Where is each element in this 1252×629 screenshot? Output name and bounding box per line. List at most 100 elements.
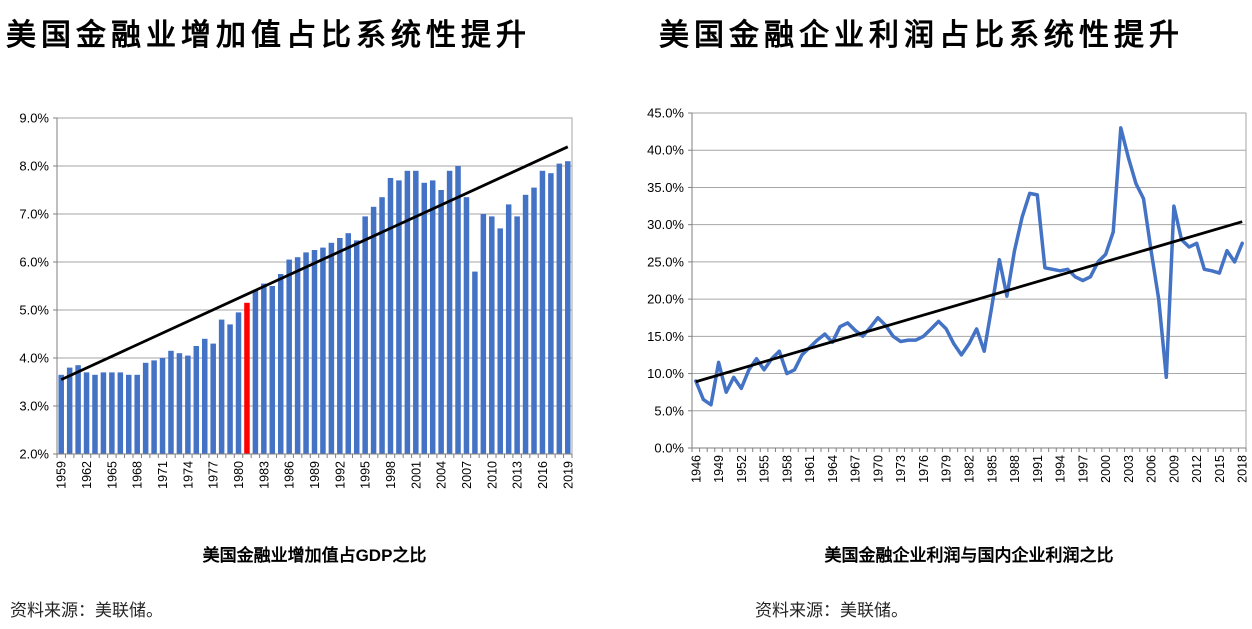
us-finance-value-added-share-of-gdp-bar — [134, 374, 140, 454]
us-finance-value-added-share-of-gdp-xtick-label: 2013 — [511, 461, 525, 489]
us-financial-profits-to-domestic-profits-ratio-ytick-label: 35.0% — [647, 180, 684, 195]
us-finance-value-added-share-of-gdp-ytick-label: 3.0% — [19, 399, 49, 414]
us-finance-value-added-share-of-gdp-ytick-label: 4.0% — [19, 351, 49, 366]
us-financial-profits-to-domestic-profits-ratio-xtick-label: 2000 — [1099, 455, 1113, 483]
us-finance-value-added-share-of-gdp-bar — [269, 286, 276, 454]
us-financial-profits-to-domestic-profits-ratio-ytick-label: 10.0% — [647, 366, 684, 381]
us-financial-profits-to-domestic-profits-ratio-xtick-label: 1964 — [826, 455, 840, 483]
us-financial-profits-to-domestic-profits-ratio-chart: 0.0% 5.0% 10.0% 15.0% 20.0% 25.0% 30.0% 35.0% 40… — [647, 106, 1250, 483]
us-finance-value-added-share-of-gdp-bar — [286, 259, 292, 454]
us-finance-value-added-share-of-gdp-xtick-label: 1995 — [359, 461, 373, 489]
us-financial-profits-to-domestic-profits-ratio-ytick-label: 45.0% — [647, 106, 684, 121]
us-finance-value-added-share-of-gdp-bar — [227, 324, 233, 454]
right-source-note: 资料来源：美联储。 — [755, 601, 908, 620]
us-finance-value-added-share-of-gdp-bar — [505, 204, 512, 454]
us-finance-value-added-share-of-gdp-xtick-label: 2004 — [435, 461, 449, 489]
us-finance-value-added-share-of-gdp-bar — [58, 374, 64, 454]
us-financial-profits-to-domestic-profits-ratio-xtick-label: 2003 — [1122, 455, 1136, 483]
us-finance-value-added-share-of-gdp-xtick-labels: 1959 1962 1965 1968 1971 1974 1977 1980 1983 1986… — [55, 461, 576, 489]
us-finance-value-added-share-of-gdp-bar — [109, 372, 115, 454]
us-financial-profits-to-domestic-profits-ratio-xtick-label: 1991 — [1031, 455, 1045, 483]
us-finance-value-added-share-of-gdp-bar — [320, 247, 326, 454]
us-finance-value-added-share-of-gdp-chart: 2.0% 3.0% 4.0% 5.0% 6.0% 7.0% 8.0% 9.0% 1959 1962… — [19, 111, 575, 489]
us-financial-profits-to-domestic-profits-ratio-ytick-label: 20.0% — [647, 292, 684, 307]
us-financial-profits-to-domestic-profits-ratio-xtick-label: 1994 — [1054, 455, 1068, 483]
us-finance-value-added-share-of-gdp-bar — [421, 182, 428, 455]
us-finance-value-added-share-of-gdp-bar — [303, 252, 309, 454]
us-financial-profits-to-domestic-profits-ratio-xtick-label: 1958 — [780, 455, 794, 483]
us-finance-value-added-share-of-gdp-bar — [531, 187, 537, 454]
us-financial-profits-to-domestic-profits-ratio-xtick-label: 1973 — [894, 455, 908, 483]
us-financial-profits-to-domestic-profits-ratio-xtick-label: 2012 — [1190, 455, 1204, 483]
us-finance-value-added-share-of-gdp-bar — [463, 197, 470, 454]
us-finance-value-added-share-of-gdp-bar — [294, 257, 301, 454]
us-finance-value-added-share-of-gdp-xtick-label: 1998 — [384, 461, 398, 489]
us-finance-value-added-share-of-gdp-bar — [404, 170, 411, 455]
us-finance-value-added-share-of-gdp-ytick-label: 8.0% — [19, 159, 49, 174]
us-financial-profits-to-domestic-profits-ratio-xtick-label: 1976 — [917, 455, 931, 483]
us-finance-value-added-share-of-gdp-xtick-label: 1959 — [55, 461, 69, 489]
us-finance-value-added-share-of-gdp-xtick-label: 2019 — [561, 461, 575, 489]
us-finance-value-added-share-of-gdp-xtick-label: 1983 — [257, 461, 271, 489]
us-finance-value-added-share-of-gdp-bar — [345, 233, 352, 454]
us-finance-value-added-share-of-gdp-xtick-label: 1962 — [80, 461, 94, 489]
right-chart-caption: 美国金融企业利润与国内企业利润之比 — [824, 546, 1114, 565]
us-finance-value-added-share-of-gdp-bar — [379, 197, 385, 454]
us-finance-value-added-share-of-gdp-bar — [218, 319, 225, 454]
us-finance-value-added-share-of-gdp-xtick-label: 1965 — [105, 461, 119, 489]
us-finance-value-added-share-of-gdp-bar — [117, 372, 124, 454]
us-finance-value-added-share-of-gdp-bar — [480, 214, 487, 454]
us-finance-value-added-share-of-gdp-bar — [387, 178, 394, 454]
us-finance-value-added-share-of-gdp-bar — [413, 170, 419, 455]
us-finance-value-added-share-of-gdp-bar — [548, 173, 554, 454]
us-finance-value-added-share-of-gdp-ytick-label: 7.0% — [19, 207, 49, 222]
us-finance-value-added-share-of-gdp-bar — [151, 360, 157, 454]
us-financial-profits-to-domestic-profits-ratio-ytick-label: 0.0% — [654, 441, 684, 456]
us-finance-value-added-share-of-gdp-bar — [396, 180, 402, 454]
right-chart-title: 美国金融企业利润占比系统性提升 — [659, 19, 1184, 52]
us-finance-value-added-share-of-gdp-bar — [252, 290, 259, 454]
us-financial-profits-to-domestic-profits-ratio-gridlines — [688, 112, 1246, 449]
us-financial-profits-to-domestic-profits-ratio-xtick-label: 2009 — [1167, 455, 1181, 483]
us-financial-profits-to-domestic-profits-ratio-xtick-label: 1985 — [985, 455, 999, 483]
us-finance-value-added-share-of-gdp-bar — [565, 161, 571, 454]
us-finance-value-added-share-of-gdp-bar — [514, 216, 520, 454]
us-finance-value-added-share-of-gdp-xtick-label: 1980 — [232, 461, 246, 489]
us-finance-value-added-share-of-gdp-trend-line — [60, 145, 569, 381]
us-financial-profits-to-domestic-profits-ratio-xtick-label: 1955 — [758, 455, 772, 483]
us-finance-value-added-share-of-gdp-bar — [497, 228, 503, 454]
us-financial-profits-to-domestic-profits-ratio-xticks — [691, 448, 1247, 452]
us-finance-value-added-share-of-gdp-bar — [328, 242, 335, 454]
left-source-note: 资料来源：美联储。 — [10, 601, 163, 620]
us-finance-value-added-share-of-gdp-xtick-label: 1989 — [308, 461, 322, 489]
us-finance-value-added-share-of-gdp-xtick-label: 2007 — [460, 461, 474, 489]
us-finance-value-added-share-of-gdp-bar — [455, 166, 461, 454]
us-financial-profits-to-domestic-profits-ratio-xtick-label: 2015 — [1213, 455, 1227, 483]
us-finance-value-added-share-of-gdp-bar — [489, 216, 495, 454]
us-finance-value-added-share-of-gdp-xtick-label: 1986 — [283, 461, 297, 489]
us-finance-value-added-share-of-gdp-xtick-label: 2016 — [536, 461, 550, 489]
us-finance-value-added-share-of-gdp-bar — [66, 367, 73, 454]
us-finance-value-added-share-of-gdp-bar — [353, 240, 360, 454]
us-financial-profits-to-domestic-profits-ratio-ytick-label: 25.0% — [647, 254, 684, 269]
us-finance-value-added-share-of-gdp-bar — [472, 271, 478, 454]
us-finance-value-added-share-of-gdp-xtick-label: 1977 — [207, 461, 221, 489]
us-financial-profits-to-domestic-profits-ratio-xtick-label: 2006 — [1145, 455, 1159, 483]
left-chart-caption: 美国金融业增加值占GDP之比 — [202, 546, 427, 565]
us-financial-profits-to-domestic-profits-ratio-ytick-label: 40.0% — [647, 143, 684, 158]
us-financial-profits-to-domestic-profits-ratio-xtick-label: 1982 — [963, 455, 977, 483]
us-finance-value-added-share-of-gdp-ytick-label: 6.0% — [19, 255, 49, 270]
us-finance-value-added-share-of-gdp-bar — [92, 374, 98, 454]
us-financial-profits-to-domestic-profits-ratio-xtick-label: 2018 — [1236, 455, 1250, 483]
us-finance-value-added-share-of-gdp-bar — [185, 355, 191, 454]
us-finance-value-added-share-of-gdp-bar — [311, 250, 318, 454]
us-financial-profits-to-domestic-profits-ratio-series-line — [694, 126, 1244, 407]
us-financial-profits-to-domestic-profits-ratio-xtick-label: 1979 — [940, 455, 954, 483]
us-finance-value-added-share-of-gdp-bar — [337, 238, 343, 454]
us-finance-value-added-share-of-gdp-bar — [159, 358, 166, 454]
us-finance-value-added-share-of-gdp-bar — [83, 372, 90, 454]
left-chart-title: 美国金融业增加值占比系统性提升 — [6, 19, 531, 52]
us-finance-value-added-share-of-gdp-bar — [235, 312, 242, 454]
us-finance-value-added-share-of-gdp-bar — [100, 372, 107, 454]
